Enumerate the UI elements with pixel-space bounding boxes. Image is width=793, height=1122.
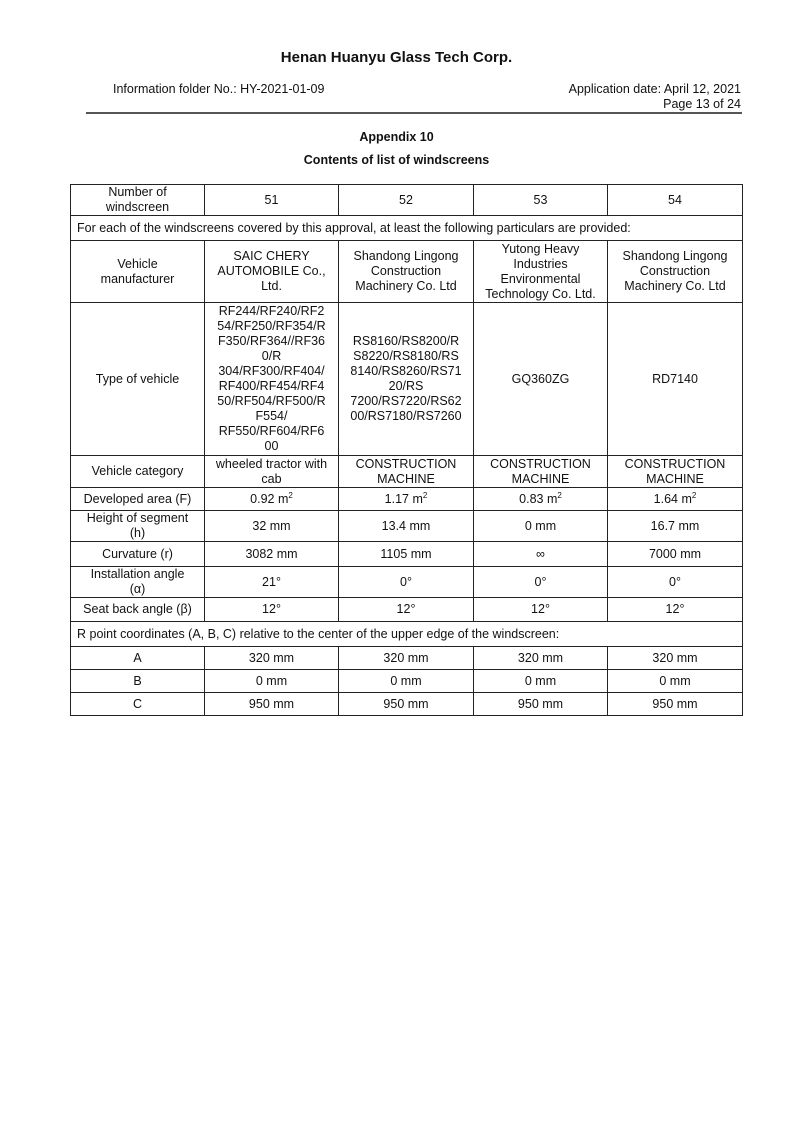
table-cell: Shandong Lingong Construction Machinery … xyxy=(607,240,743,303)
table-cell: 950 mm xyxy=(204,692,339,716)
table-cell: CONSTRUCTION MACHINE xyxy=(473,455,608,488)
number-row: Number of windscreen 51 52 53 54 xyxy=(70,184,743,216)
r-point-row: R point coordinates (A, B, C) relative t… xyxy=(70,621,743,647)
table-cell: 1.64 m2 xyxy=(607,487,743,511)
company-title: Henan Huanyu Glass Tech Corp. xyxy=(280,49,513,66)
unit-superscript: 2 xyxy=(691,490,697,500)
table-cell: SAIC CHERY AUTOMOBILE Co., Ltd. xyxy=(204,240,339,303)
windscreen-number: 52 xyxy=(338,184,474,216)
intro-text: For each of the windscreens covered by t… xyxy=(70,215,743,241)
windscreen-number: 54 xyxy=(607,184,743,216)
unit-superscript: 2 xyxy=(288,490,293,500)
table-row: Installation angle (α) 21° 0° 0° 0° xyxy=(70,566,743,598)
table-cell: RF244/RF240/RF2 54/RF250/RF354/R F350/RF… xyxy=(204,302,339,456)
coordinate-row: A 320 mm 320 mm 320 mm 320 mm xyxy=(70,646,743,670)
table-cell: GQ360ZG xyxy=(473,302,608,456)
application-date: Application date: April 12, 2021 xyxy=(568,82,741,96)
row-label: Type of vehicle xyxy=(70,302,205,456)
table-cell: 0 mm xyxy=(607,669,743,693)
table-cell: wheeled tractor with cab xyxy=(204,455,339,488)
table-cell: 12° xyxy=(473,597,608,622)
coordinate-row: C 950 mm 950 mm 950 mm 950 mm xyxy=(70,692,743,716)
table-cell: 0° xyxy=(473,566,608,598)
table-cell: 950 mm xyxy=(473,692,608,716)
table-row: Type of vehicle RF244/RF240/RF2 54/RF250/… xyxy=(70,302,743,456)
table-cell: 320 mm xyxy=(338,646,474,670)
windscreen-table: Number of windscreen 51 52 53 54 For each of … xyxy=(70,184,743,716)
table-cell: 320 mm xyxy=(204,646,339,670)
table-cell: 13.4 mm xyxy=(338,510,474,542)
table-cell: ∞ xyxy=(473,541,608,567)
table-cell: CONSTRUCTION MACHINE xyxy=(607,455,743,488)
windscreen-number: 51 xyxy=(204,184,339,216)
table-cell: 950 mm xyxy=(338,692,474,716)
table-cell: 0° xyxy=(607,566,743,598)
section-subtitle: Contents of list of windscreens xyxy=(303,153,490,167)
table-cell: 0.92 m2 xyxy=(204,487,339,511)
unit-superscript: 2 xyxy=(422,490,428,500)
table-cell: CONSTRUCTION MACHINE xyxy=(338,455,474,488)
table-row: Seat back angle (β) 12° 12° 12° 12° xyxy=(70,597,743,622)
row-label: Number of windscreen xyxy=(70,184,205,216)
table-cell: 32 mm xyxy=(204,510,339,542)
page-number: Page 13 of 24 xyxy=(663,97,741,111)
area-value: 1.17 m xyxy=(384,491,423,506)
row-label: C xyxy=(70,692,205,716)
area-value: 0.83 m xyxy=(519,491,558,506)
table-row: Curvature (r) 3082 mm 1105 mm ∞ 7000 mm xyxy=(70,541,743,567)
table-cell: 0 mm xyxy=(473,669,608,693)
table-cell: 21° xyxy=(204,566,339,598)
table-cell: 0 mm xyxy=(338,669,474,693)
row-label: B xyxy=(70,669,205,693)
table-cell: 3082 mm xyxy=(204,541,339,567)
table-cell: 320 mm xyxy=(607,646,743,670)
table-cell: 7000 mm xyxy=(607,541,743,567)
table-cell: 320 mm xyxy=(473,646,608,670)
row-label: Vehicle category xyxy=(70,455,205,488)
r-point-text: R point coordinates (A, B, C) relative t… xyxy=(70,621,743,647)
table-cell: Shandong Lingong Construction Machinery … xyxy=(338,240,474,303)
area-value: 0.92 m xyxy=(250,491,289,506)
header-right: Application date: April 12, 2021 Page 13… xyxy=(569,82,741,112)
row-label: Curvature (r) xyxy=(70,541,205,567)
row-label: A xyxy=(70,646,205,670)
windscreen-number: 53 xyxy=(473,184,608,216)
table-row: Vehicle manufacturer SAIC CHERY AUTOMOBIL… xyxy=(70,240,743,303)
row-label: Seat back angle (β) xyxy=(70,597,205,622)
table-cell: 12° xyxy=(607,597,743,622)
folder-number: Information folder No.: HY-2021-01-09 xyxy=(113,82,325,96)
header-divider xyxy=(86,112,742,114)
table-cell: 1105 mm xyxy=(338,541,474,567)
developed-area-row: Developed area (F) 0.92 m2 1.17 m2 0.83 m2 1… xyxy=(70,487,743,511)
intro-row: For each of the windscreens covered by t… xyxy=(70,215,743,241)
table-cell: RS8160/RS8200/R S8220/RS8180/RS 8140/RS8… xyxy=(338,302,474,456)
appendix-title: Appendix 10 xyxy=(359,130,434,144)
table-cell: 0° xyxy=(338,566,474,598)
table-cell: 12° xyxy=(338,597,474,622)
table-cell: Yutong Heavy Industries Environmental Te… xyxy=(473,240,608,303)
unit-superscript: 2 xyxy=(557,490,562,500)
row-label: Installation angle (α) xyxy=(70,566,205,598)
row-label: Developed area (F) xyxy=(70,487,205,511)
area-value: 1.64 m xyxy=(653,491,692,506)
table-cell: 12° xyxy=(204,597,339,622)
table-cell: RD7140 xyxy=(607,302,743,456)
row-label: Height of segment (h) xyxy=(70,510,205,542)
table-row: Vehicle category wheeled tractor with cab… xyxy=(70,455,743,488)
row-label: Vehicle manufacturer xyxy=(70,240,205,303)
table-row: Height of segment (h) 32 mm 13.4 mm 0 mm 16.… xyxy=(70,510,743,542)
table-cell: 16.7 mm xyxy=(607,510,743,542)
table-cell: 0 mm xyxy=(473,510,608,542)
table-cell: 950 mm xyxy=(607,692,743,716)
table-cell: 0 mm xyxy=(204,669,339,693)
table-cell: 1.17 m2 xyxy=(338,487,474,511)
table-cell: 0.83 m2 xyxy=(473,487,608,511)
